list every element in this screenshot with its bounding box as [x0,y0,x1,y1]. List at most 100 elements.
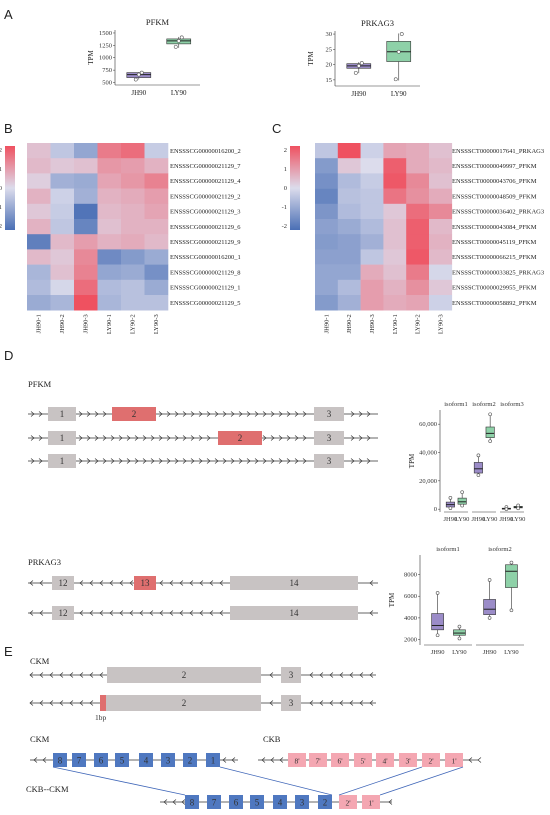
strand-arrow [89,580,94,586]
heatmap-cell [429,188,453,205]
pfkm-t3-exon-3 [314,454,344,468]
strand-arrow [262,458,267,464]
panel-a-title: PRKAG3 [361,18,394,28]
heatmap-legend-tick: -1 [0,204,2,211]
iso-group-label: JH90 [431,649,445,656]
heatmap-cell [50,158,75,174]
heatmap-cell [337,203,361,220]
strand-arrow [174,411,179,417]
strand-arrow [270,411,275,417]
strand-arrow [238,411,243,417]
heatmap-cell [360,158,384,174]
heatmap-cell [27,279,51,296]
pfkm-t2-exon-3-label: 3 [327,433,332,443]
iso-ytick-label: 6000 [404,593,417,600]
heatmap-cell [97,158,122,174]
heatmap-legend-tick: 2 [284,147,287,154]
fusion-ckm-label: CKM [30,734,50,744]
fusion-ckb-exon-label: 6' [337,757,343,766]
strand-arrow [29,580,34,586]
heatmap-legend-bar [290,146,300,230]
heatmap-row-label: ENSSSCG00000021129_8 [170,269,241,276]
prkag3-t1-exon-12 [52,576,74,590]
heatmap-cell [50,219,75,235]
heatmap-cell [406,295,430,311]
panel-label-e: E [4,644,13,659]
heatmap-cell [121,279,145,296]
heatmap-cell [337,264,361,281]
strand-arrow [366,435,371,441]
heatmap-cell [27,158,51,174]
strand-arrow [214,411,219,417]
heatmap-cell [121,203,145,220]
heatmap-legend-tick: -2 [282,223,287,230]
prkag3-t2-exon-12 [52,606,74,620]
iso-ytick-label: 8000 [404,572,417,579]
heatmap-cell [74,234,98,250]
heatmap-row-label: ENSSSCT00000049997_PFKM [452,163,537,170]
heatmap-cell [144,158,169,174]
heatmap-legend-tick: -2 [0,223,2,230]
strand-arrow [102,458,107,464]
fusion-strand-arrow [261,757,266,763]
fusion-ckm-exon [53,753,67,767]
iso-group-label: JH90 [444,516,458,523]
heatmap-cell [97,249,122,265]
heatmap-cell [27,295,51,311]
iso-title: isoform1 [436,546,459,553]
pfkm-t1-exon-1-label: 1 [60,409,65,419]
strand-arrow [94,458,99,464]
heatmap-cell [337,234,361,250]
fusion-ckm-exon-label: 7 [77,756,82,766]
heatmap-cell [97,173,122,189]
ckm-t2-exon-2-label: 2 [182,698,187,708]
fusion-strand-arrow [181,799,186,805]
strand-arrow [189,580,194,586]
iso-title: isoform1 [444,401,467,408]
prkag3-t1-exon-12-label: 12 [59,578,68,588]
fusion-ckm-part-label: 7 [212,798,217,808]
heatmap-cell [74,143,98,159]
heatmap-cell [429,249,453,265]
panel-label-d: D [4,348,13,363]
fusion-ckm-part-exon [295,795,309,809]
panel-a-xlabel: LY90 [171,89,187,97]
fusion-ckm-part-exon [250,795,264,809]
iso-point [488,412,492,417]
heatmap-cell [315,279,339,296]
fusion-strand-arrow [172,799,177,805]
heatmap-b: ENSSSCG00000016200_2 ENSSSCG00000021129_7… [27,143,241,334]
panel-label-a: A [4,7,13,22]
strand-arrow [109,610,114,616]
fusion-connector [219,766,333,796]
strand-arrow [350,435,355,441]
strand-arrow [86,411,91,417]
fusion-ckm-exon-label: 4 [144,756,149,766]
fusion-ckm-exon-label: 1 [211,756,216,766]
iso-ylabel: TPM [388,592,396,607]
heatmap-cell [27,249,51,265]
strand-arrow [110,435,115,441]
strand-arrow [39,580,44,586]
panel-a-ytick-label: 1000 [99,55,112,62]
heatmap-c: ENSSSCT00000017641_PRKAG3 ENSSSCT00000049… [315,143,544,334]
heatmap-cell [337,249,361,265]
fusion-strand-arrow [42,757,47,763]
fusion-ckb-exon-label: 1' [451,757,457,766]
strand-arrow [94,435,99,441]
heatmap-cell [429,279,453,296]
strand-arrow [39,700,44,706]
strand-arrow [30,435,35,441]
heatmap-row-label: ENSSSCT00000045119_PFKM [452,239,536,246]
heatmap-cell [97,188,122,205]
prkag3-t2-exon-14 [230,606,358,620]
heatmap-col-label: LY90-2 [415,314,422,334]
strand-arrow [302,435,307,441]
heatmap-col-label: LY90-3 [437,314,444,334]
heatmap-cell [429,264,453,281]
heatmap-cell [144,143,169,159]
fusion-connector [338,766,423,796]
strand-arrow [358,435,363,441]
panel-a-ytick-label: 15 [326,77,333,84]
